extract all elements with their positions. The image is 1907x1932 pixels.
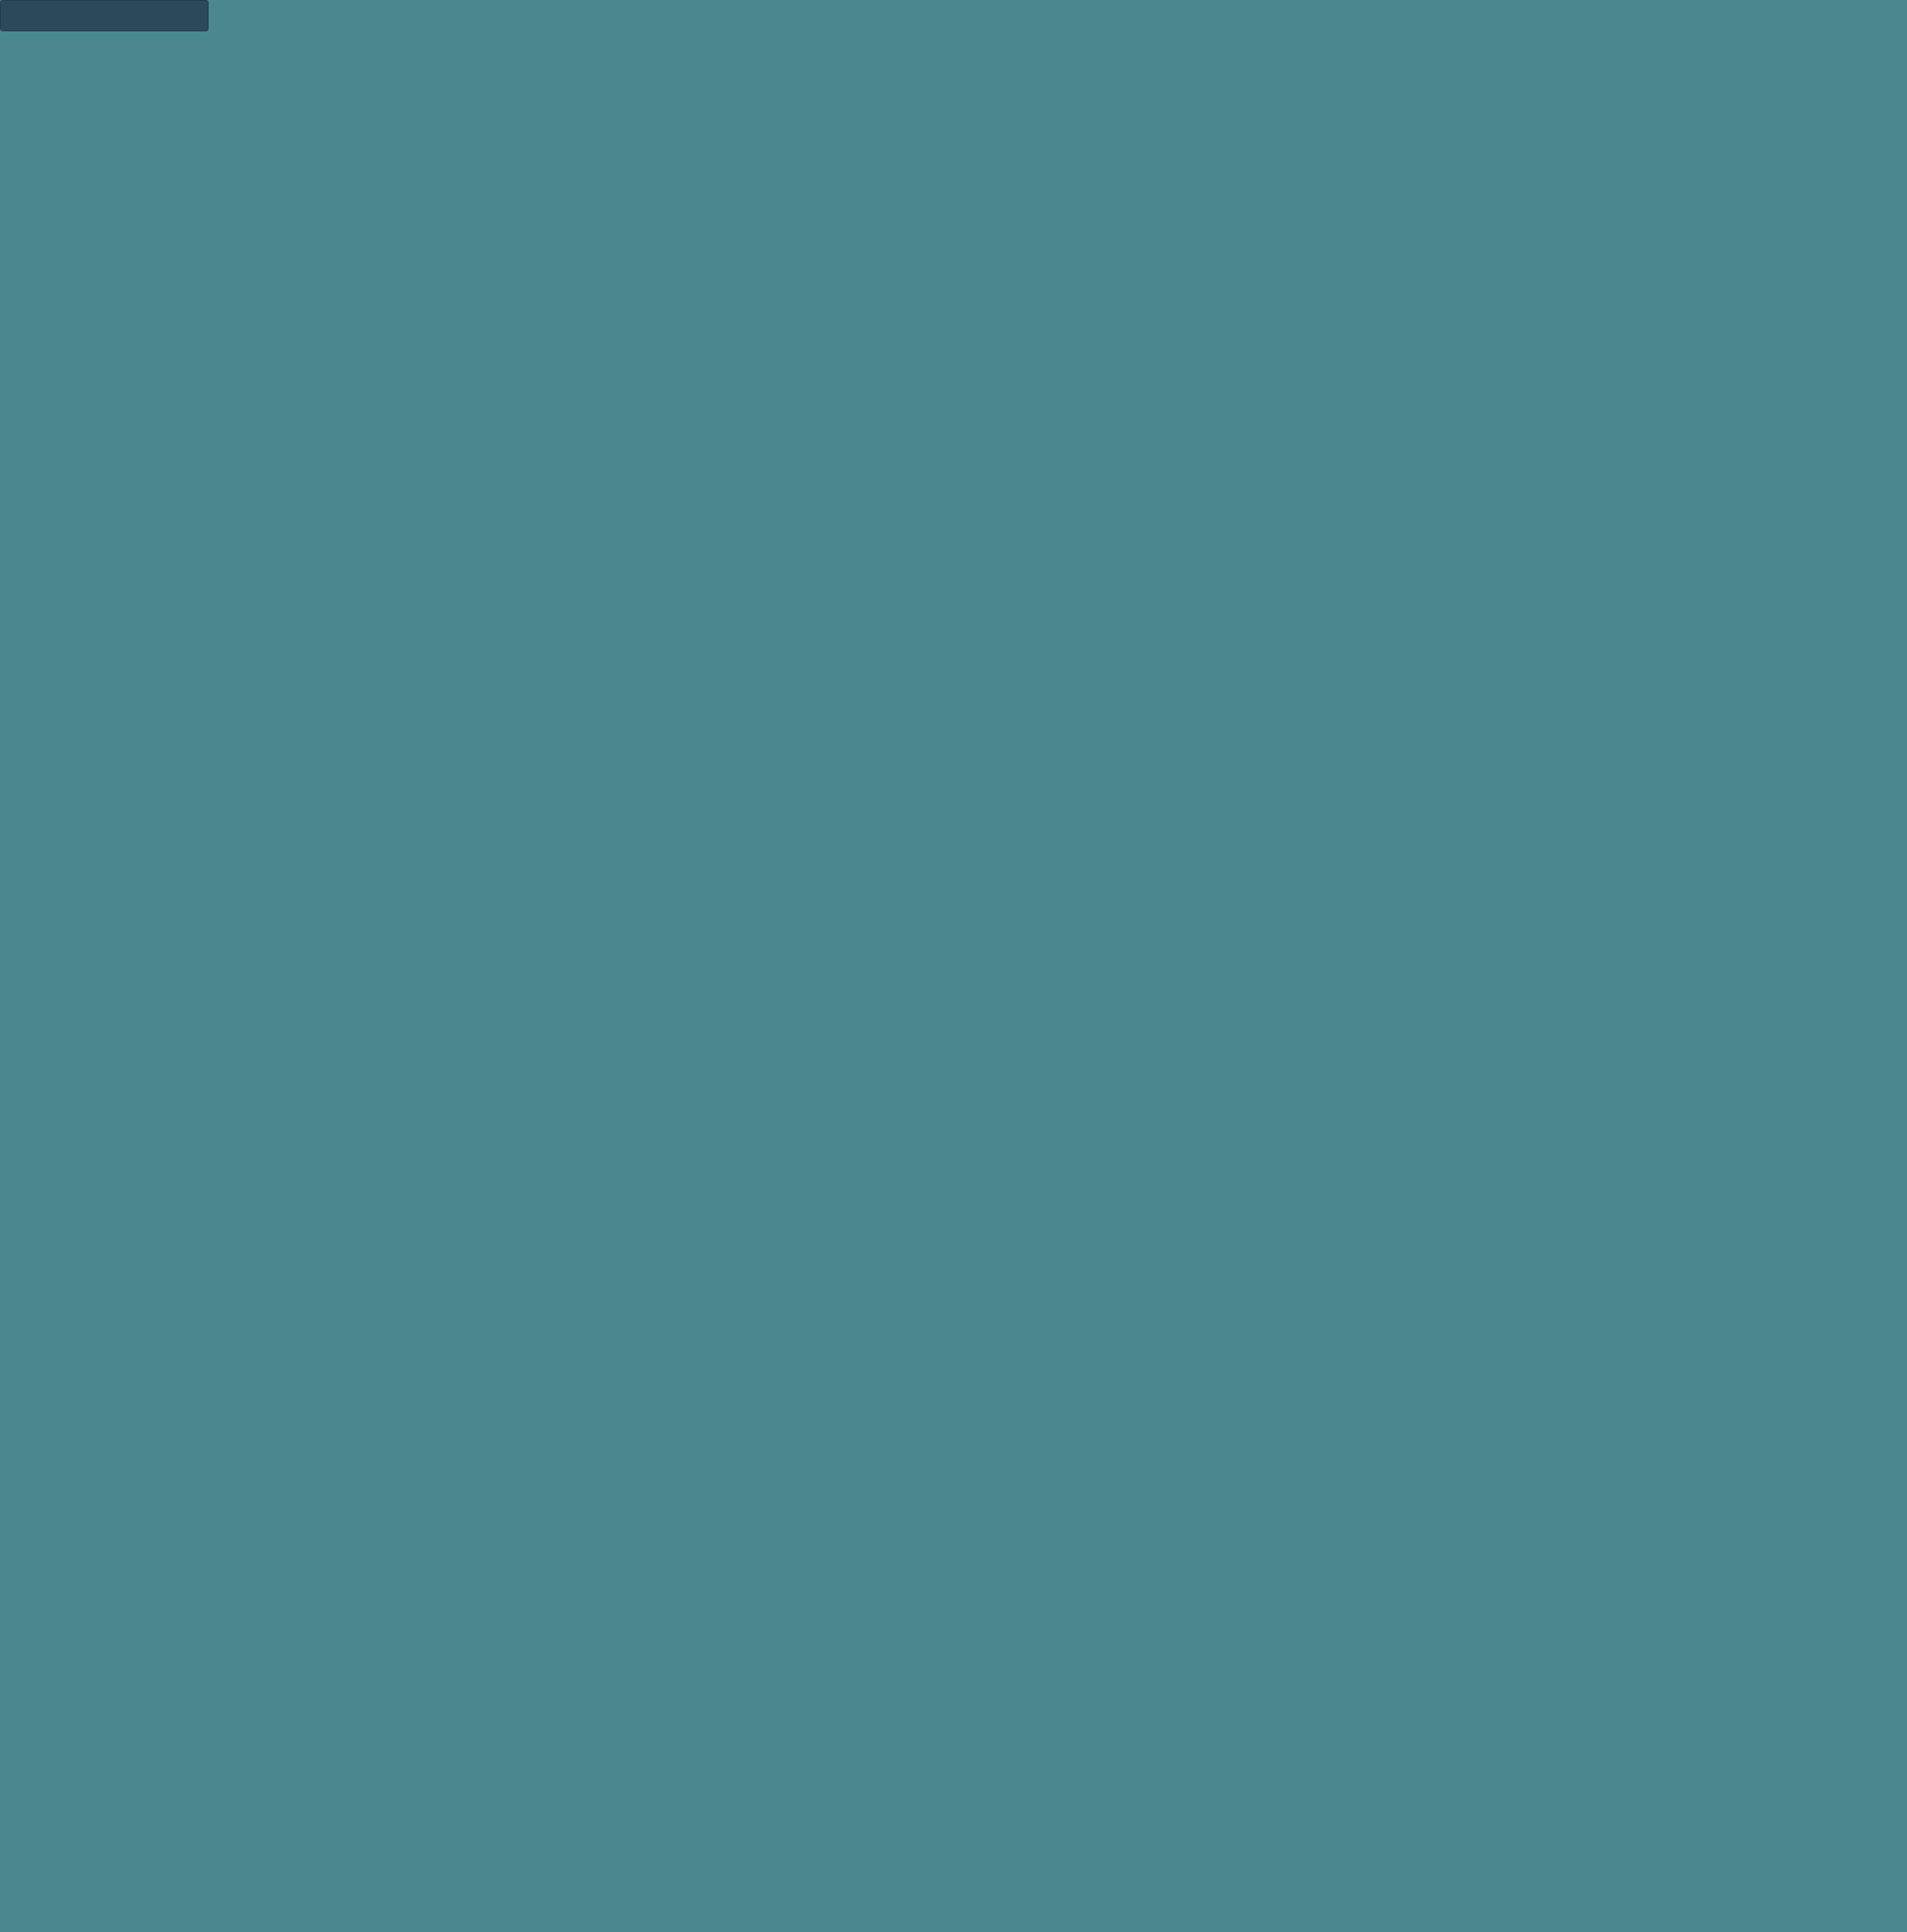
center-node — [0, 0, 209, 31]
connector-layer — [0, 0, 1907, 1932]
